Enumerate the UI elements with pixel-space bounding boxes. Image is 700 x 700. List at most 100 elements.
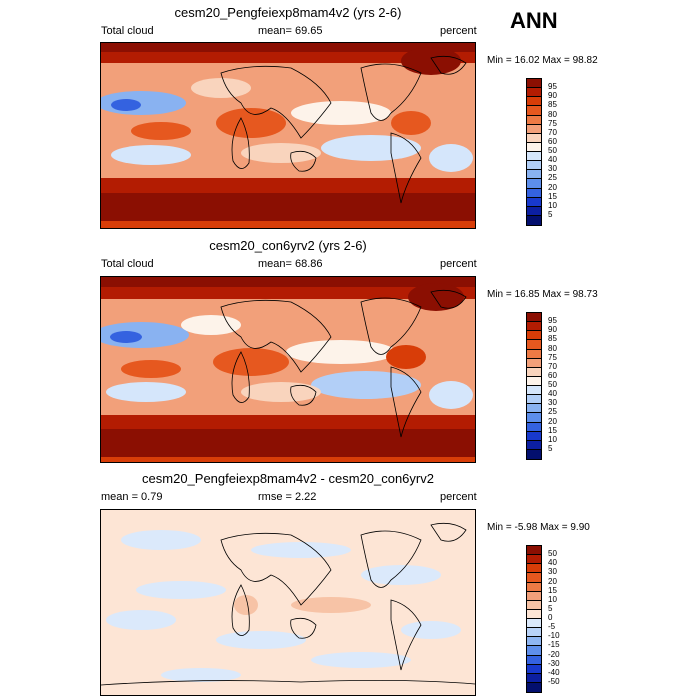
colorbar-level-label: -15	[548, 640, 560, 650]
panel-3-colorbar	[526, 545, 542, 693]
panel-1-mean-label: mean= 69.65	[258, 25, 323, 37]
colorbar-swatch	[527, 313, 541, 323]
panel-3-map	[100, 509, 476, 696]
colorbar-level-label: 95	[548, 82, 557, 92]
colorbar-level-label: 20	[548, 182, 557, 192]
colorbar-swatch	[527, 395, 541, 405]
panel-2-units-label: percent	[440, 258, 477, 270]
panel-3-title: cesm20_Pengfeiexp8mam4v2 - cesm20_con6yr…	[142, 471, 434, 486]
panel-2-colorbar	[526, 312, 542, 460]
colorbar-level-label: -40	[548, 667, 560, 677]
colorbar-level-label: 60	[548, 370, 557, 380]
colorbar-swatch	[527, 619, 541, 629]
colorbar-level-label: 80	[548, 109, 557, 119]
colorbar-level-label: 70	[548, 361, 557, 371]
colorbar-level-label: 25	[548, 407, 557, 417]
colorbar-swatch	[527, 197, 541, 207]
colorbar-swatch	[527, 609, 541, 619]
colorbar-level-label: 5	[548, 603, 553, 613]
colorbar-level-label: 30	[548, 398, 557, 408]
panel-1-min-max: Min = 16.02 Max = 98.82	[487, 55, 598, 66]
colorbar-level-label: -20	[548, 649, 560, 659]
colorbar-level-label: 75	[548, 352, 557, 362]
colorbar-level-label: 80	[548, 343, 557, 353]
colorbar-level-label: 40	[548, 155, 557, 165]
colorbar-swatch	[527, 367, 541, 377]
panel-1-colorbar	[526, 78, 542, 226]
colorbar-level-label: 15	[548, 585, 557, 595]
colorbar-level-label: 85	[548, 334, 557, 344]
colorbar-swatch	[527, 115, 541, 125]
panel-2-variable-label: Total cloud	[101, 258, 154, 270]
colorbar-level-label: 30	[548, 567, 557, 577]
colorbar-swatch	[527, 546, 541, 556]
colorbar-swatch	[527, 655, 541, 665]
colorbar-level-label: 60	[548, 136, 557, 146]
colorbar-level-label: 75	[548, 118, 557, 128]
colorbar-swatch	[527, 600, 541, 610]
colorbar-swatch	[527, 79, 541, 89]
colorbar-level-label: -5	[548, 622, 556, 632]
colorbar-swatch	[527, 628, 541, 638]
colorbar-level-label: 30	[548, 164, 557, 174]
colorbar-swatch	[527, 97, 541, 107]
colorbar-level-label: 20	[548, 576, 557, 586]
panel-1-units-label: percent	[440, 25, 477, 37]
colorbar-level-label: 90	[548, 325, 557, 335]
colorbar-swatch	[527, 358, 541, 368]
colorbar-swatch	[527, 133, 541, 143]
colorbar-swatch	[527, 664, 541, 674]
colorbar-level-label: 10	[548, 200, 557, 210]
panel-2-min-max: Min = 16.85 Max = 98.73	[487, 289, 598, 300]
colorbar-swatch	[527, 179, 541, 189]
panel-2-mean-label: mean= 68.86	[258, 258, 323, 270]
panel-1-title: cesm20_Pengfeiexp8mam4v2 (yrs 2-6)	[174, 5, 402, 20]
season-label: ANN	[510, 8, 558, 33]
colorbar-level-label: 40	[548, 389, 557, 399]
colorbar-swatch	[527, 646, 541, 656]
panel-3-rmse-label: rmse = 2.22	[258, 491, 317, 503]
colorbar-swatch	[527, 349, 541, 359]
colorbar-swatch	[527, 564, 541, 574]
colorbar-swatch	[527, 440, 541, 450]
panel-2-title: cesm20_con6yrv2 (yrs 2-6)	[209, 238, 367, 253]
colorbar-swatch	[527, 142, 541, 152]
colorbar-level-label: 50	[548, 380, 557, 389]
colorbar-level-label: 50	[548, 146, 557, 155]
colorbar-swatch	[527, 206, 541, 216]
colorbar-swatch	[527, 170, 541, 180]
colorbar-level-label: 95	[548, 316, 557, 326]
colorbar-swatch	[527, 413, 541, 423]
colorbar-level-label: 5	[548, 209, 553, 219]
colorbar-level-label: 15	[548, 191, 557, 201]
colorbar-level-label: 0	[548, 613, 553, 622]
colorbar-swatch	[527, 555, 541, 565]
panel-3-units-label: percent	[440, 491, 477, 503]
panel-3-mean-label: mean = 0.79	[101, 491, 163, 503]
colorbar-level-label: 70	[548, 127, 557, 137]
colorbar-swatch	[527, 152, 541, 162]
panel-3-min-max: Min = -5.98 Max = 9.90	[487, 522, 590, 533]
colorbar-level-label: 15	[548, 425, 557, 435]
colorbar-swatch	[527, 376, 541, 386]
colorbar-swatch	[527, 386, 541, 396]
colorbar-swatch	[527, 215, 541, 225]
colorbar-level-label: 90	[548, 91, 557, 101]
colorbar-level-label: 40	[548, 558, 557, 568]
colorbar-level-label: 85	[548, 100, 557, 110]
colorbar-level-label: 5	[548, 443, 553, 453]
colorbar-swatch	[527, 340, 541, 350]
colorbar-swatch	[527, 449, 541, 459]
colorbar-swatch	[527, 88, 541, 98]
colorbar-level-label: 25	[548, 173, 557, 183]
colorbar-swatch	[527, 637, 541, 647]
colorbar-swatch	[527, 124, 541, 134]
colorbar-swatch	[527, 582, 541, 592]
colorbar-level-label: 20	[548, 416, 557, 426]
colorbar-swatch	[527, 682, 541, 692]
colorbar-level-label: 50	[548, 549, 557, 559]
colorbar-swatch	[527, 331, 541, 341]
colorbar-swatch	[527, 591, 541, 601]
colorbar-level-label: 10	[548, 594, 557, 604]
colorbar-swatch	[527, 106, 541, 116]
